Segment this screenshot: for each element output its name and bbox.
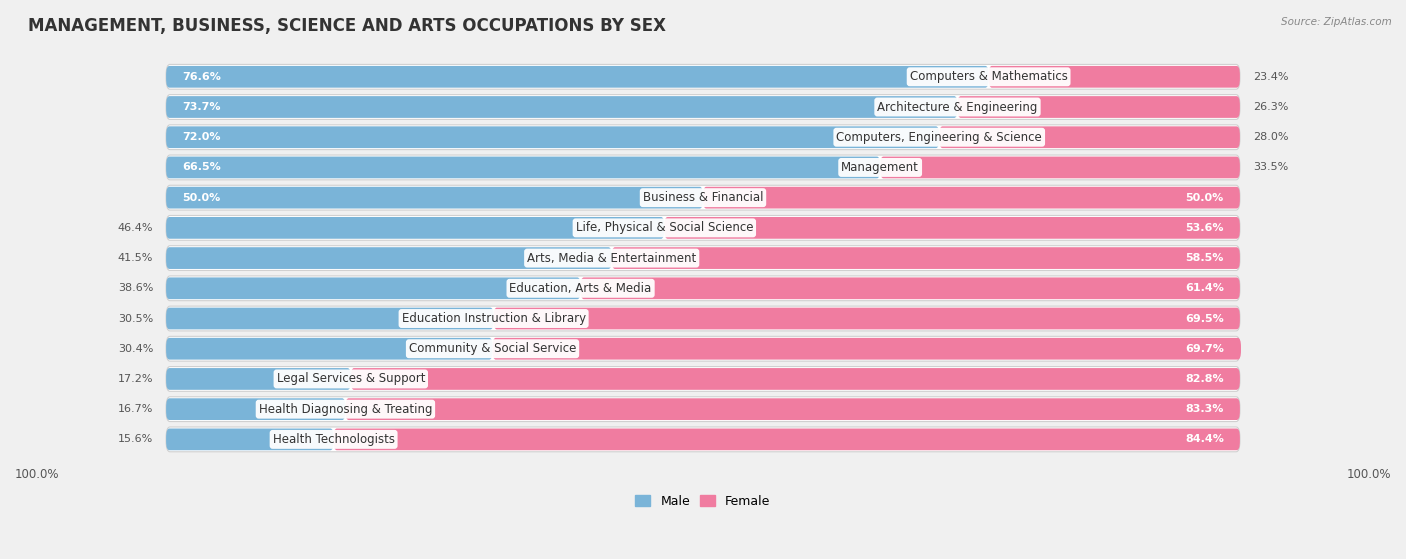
Text: 30.4%: 30.4% [118,344,153,354]
Text: Computers & Mathematics: Computers & Mathematics [910,70,1067,83]
FancyBboxPatch shape [166,66,988,88]
FancyBboxPatch shape [166,276,1240,301]
FancyBboxPatch shape [166,307,494,329]
Text: Health Diagnosing & Treating: Health Diagnosing & Treating [259,402,432,416]
FancyBboxPatch shape [166,217,665,239]
FancyBboxPatch shape [166,157,880,178]
Text: 30.5%: 30.5% [118,314,153,324]
Text: 15.6%: 15.6% [118,434,153,444]
FancyBboxPatch shape [166,247,612,269]
FancyBboxPatch shape [166,126,939,148]
FancyBboxPatch shape [166,246,1240,271]
Text: 58.5%: 58.5% [1185,253,1223,263]
Text: Computers, Engineering & Science: Computers, Engineering & Science [837,131,1042,144]
Text: 66.5%: 66.5% [183,163,221,172]
FancyBboxPatch shape [166,185,1240,210]
FancyBboxPatch shape [166,429,333,450]
Text: 33.5%: 33.5% [1253,163,1288,172]
Text: Health Technologists: Health Technologists [273,433,395,446]
FancyBboxPatch shape [988,66,1240,88]
Text: Business & Financial: Business & Financial [643,191,763,204]
FancyBboxPatch shape [166,367,1240,391]
Text: 41.5%: 41.5% [118,253,153,263]
Text: Source: ZipAtlas.com: Source: ZipAtlas.com [1281,17,1392,27]
FancyBboxPatch shape [957,96,1240,118]
FancyBboxPatch shape [492,338,1241,359]
Text: 23.4%: 23.4% [1253,72,1288,82]
FancyBboxPatch shape [166,338,492,359]
Text: Arts, Media & Entertainment: Arts, Media & Entertainment [527,252,696,264]
FancyBboxPatch shape [166,155,1240,180]
FancyBboxPatch shape [166,398,346,420]
Text: Community & Social Service: Community & Social Service [409,342,576,355]
Text: 46.4%: 46.4% [118,223,153,233]
FancyBboxPatch shape [880,157,1240,178]
Legend: Male, Female: Male, Female [630,490,776,513]
Text: 61.4%: 61.4% [1185,283,1223,293]
FancyBboxPatch shape [581,277,1240,299]
FancyBboxPatch shape [166,64,1240,89]
Text: 28.0%: 28.0% [1253,132,1288,142]
FancyBboxPatch shape [494,307,1240,329]
Text: Architecture & Engineering: Architecture & Engineering [877,101,1038,113]
FancyBboxPatch shape [166,215,1240,240]
FancyBboxPatch shape [346,398,1240,420]
Text: 38.6%: 38.6% [118,283,153,293]
Text: Education, Arts & Media: Education, Arts & Media [509,282,652,295]
Text: 82.8%: 82.8% [1185,374,1223,384]
Text: 72.0%: 72.0% [183,132,221,142]
Text: 83.3%: 83.3% [1185,404,1223,414]
FancyBboxPatch shape [333,429,1240,450]
FancyBboxPatch shape [166,337,1240,361]
Text: Education Instruction & Library: Education Instruction & Library [402,312,586,325]
FancyBboxPatch shape [166,125,1240,150]
Text: 53.6%: 53.6% [1185,223,1223,233]
FancyBboxPatch shape [166,94,1240,120]
FancyBboxPatch shape [665,217,1240,239]
Text: 73.7%: 73.7% [183,102,221,112]
Text: 16.7%: 16.7% [118,404,153,414]
Text: 69.5%: 69.5% [1185,314,1223,324]
Text: 50.0%: 50.0% [1185,193,1223,203]
Text: 76.6%: 76.6% [183,72,221,82]
Text: 26.3%: 26.3% [1253,102,1288,112]
FancyBboxPatch shape [166,397,1240,421]
Text: Legal Services & Support: Legal Services & Support [277,372,425,386]
FancyBboxPatch shape [612,247,1240,269]
FancyBboxPatch shape [350,368,1240,390]
Text: 84.4%: 84.4% [1185,434,1223,444]
FancyBboxPatch shape [939,126,1240,148]
Text: 69.7%: 69.7% [1185,344,1223,354]
FancyBboxPatch shape [166,187,703,209]
Text: 17.2%: 17.2% [118,374,153,384]
Text: Life, Physical & Social Science: Life, Physical & Social Science [575,221,754,234]
FancyBboxPatch shape [166,368,350,390]
FancyBboxPatch shape [166,306,1240,331]
FancyBboxPatch shape [703,187,1240,209]
FancyBboxPatch shape [166,277,581,299]
Text: 50.0%: 50.0% [183,193,221,203]
Text: MANAGEMENT, BUSINESS, SCIENCE AND ARTS OCCUPATIONS BY SEX: MANAGEMENT, BUSINESS, SCIENCE AND ARTS O… [28,17,666,35]
Text: Management: Management [841,161,920,174]
FancyBboxPatch shape [166,427,1240,452]
FancyBboxPatch shape [166,96,957,118]
